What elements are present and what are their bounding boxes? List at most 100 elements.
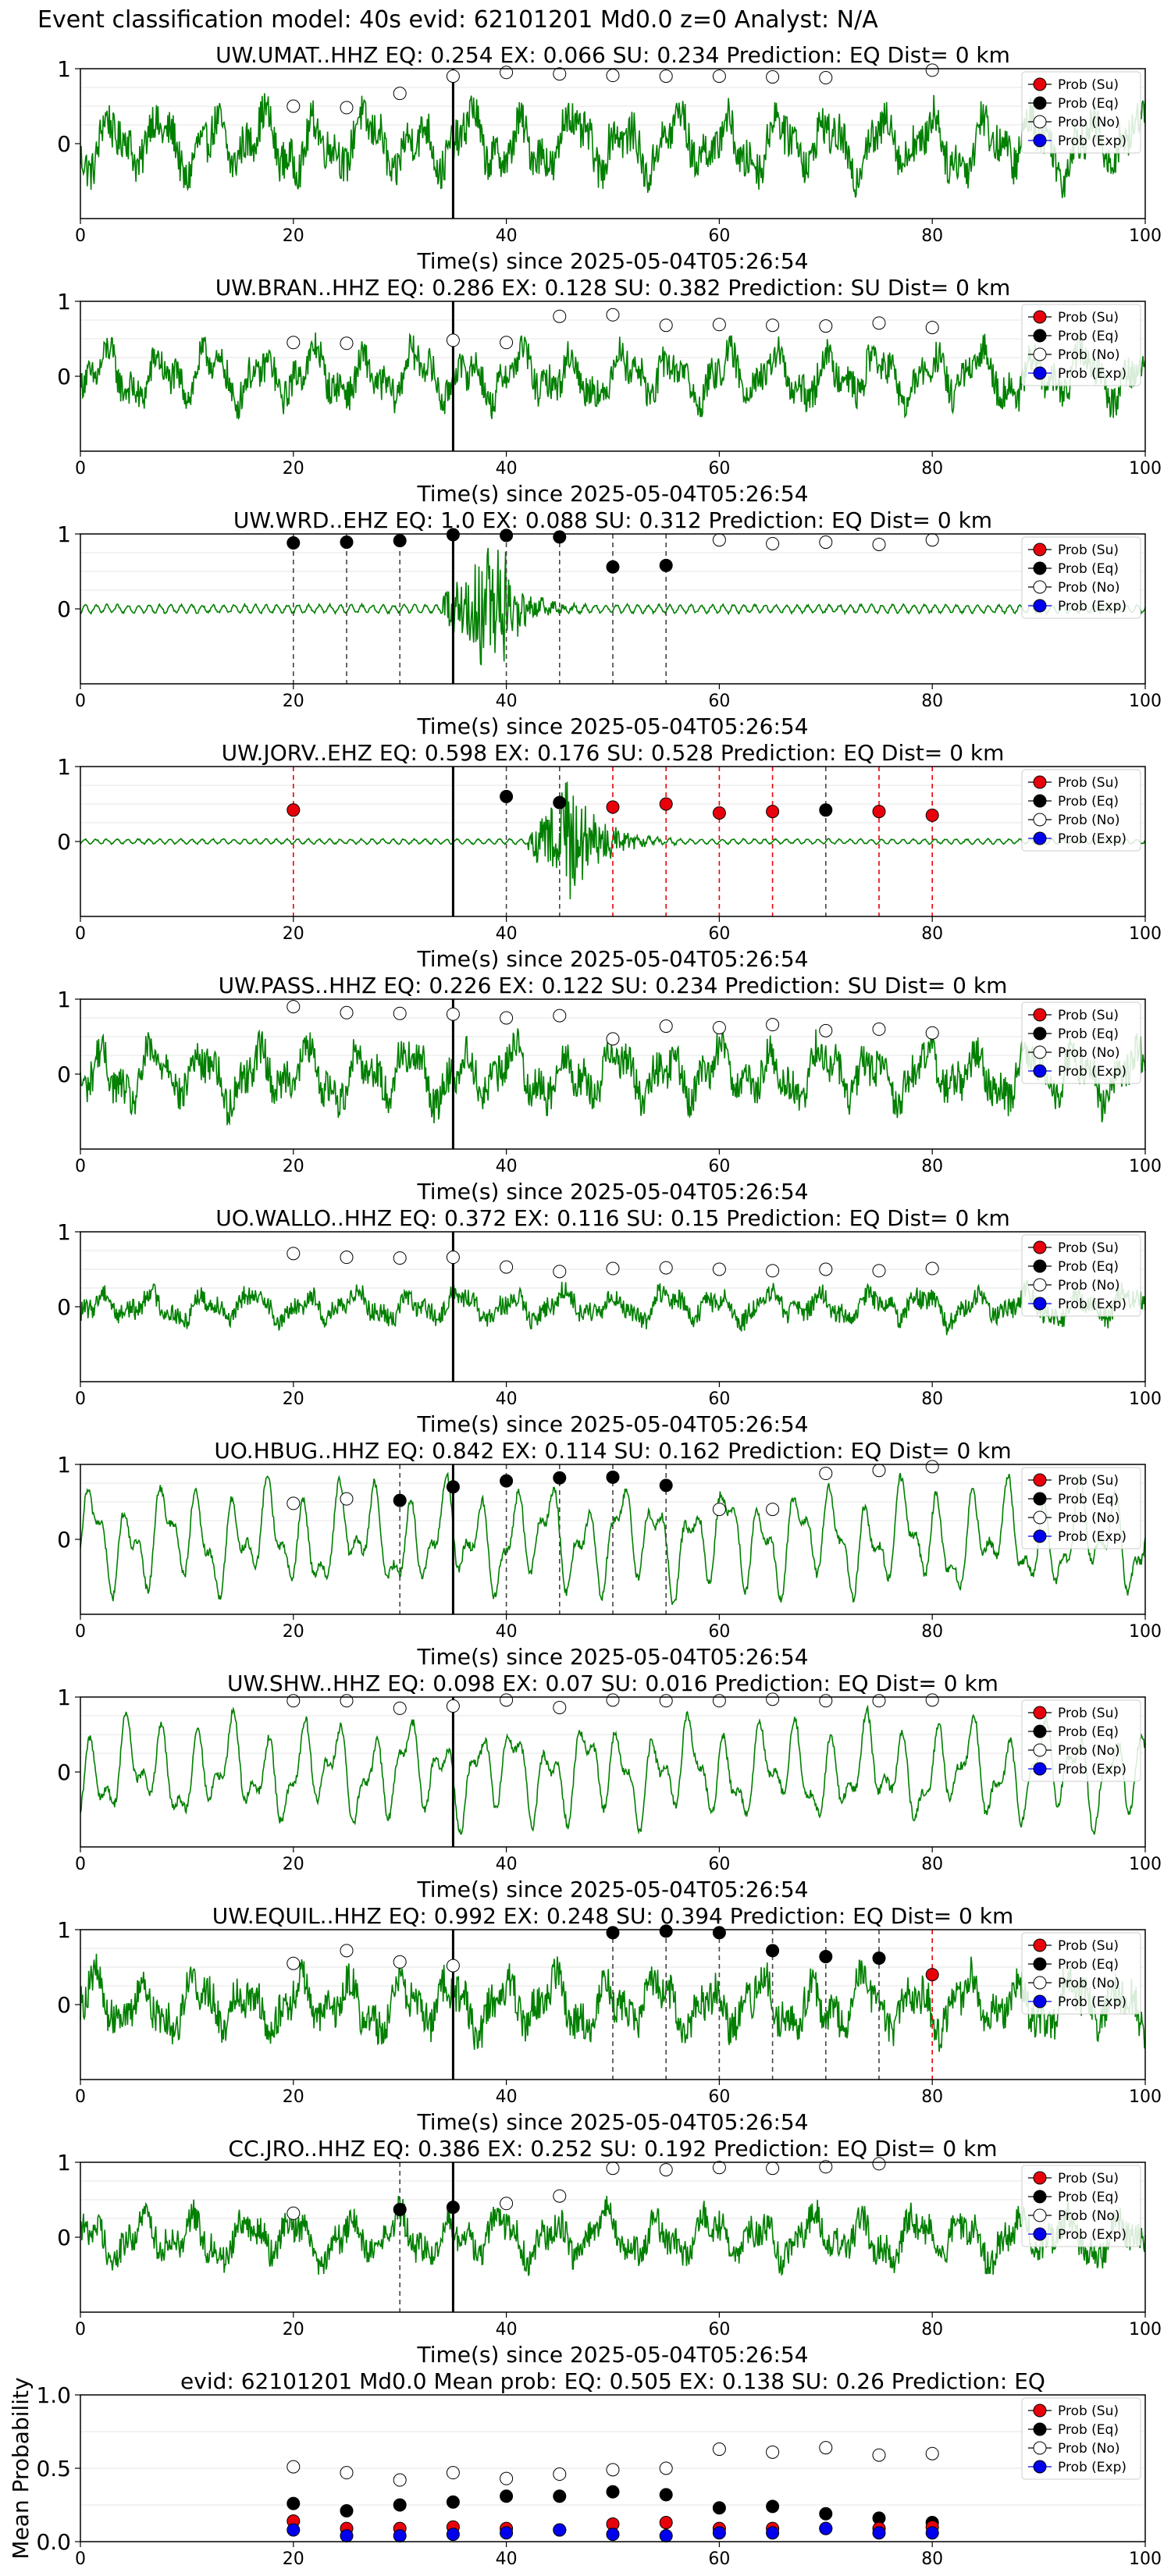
y-tick-label: 0.5 <box>36 2456 71 2482</box>
x-tick-label: 80 <box>921 1157 943 1176</box>
prob-marker-no <box>553 2189 567 2203</box>
prob-marker-eq <box>712 1926 726 1940</box>
x-tick-label: 100 <box>1129 1157 1162 1176</box>
prob-marker-no <box>500 1260 514 1274</box>
prob-marker-su <box>712 806 726 820</box>
prob-marker-no <box>500 2197 514 2211</box>
legend-marker-su <box>1033 1473 1047 1487</box>
legend-frame <box>1021 1002 1141 1084</box>
prob-marker-no <box>287 336 301 350</box>
waveform-trace <box>80 2195 1146 2276</box>
x-tick-label: 0 <box>75 692 86 711</box>
prob-marker-no <box>287 1496 301 1510</box>
x-tick-label: 60 <box>708 692 730 711</box>
x-tick-label: 40 <box>496 459 518 479</box>
legend-frame <box>1021 1467 1141 1550</box>
x-tick-label: 40 <box>496 1389 518 1409</box>
x-axis-label: Time(s) since 2025-05-04T05:26:54 <box>416 2342 808 2368</box>
legend-marker-eq <box>1033 1259 1047 1273</box>
legend-marker-no <box>1033 580 1047 594</box>
legend-label-su: Prob (Su) <box>1058 775 1119 791</box>
prob-marker-no <box>925 1026 939 1040</box>
legend-label-no: Prob (No) <box>1058 1045 1120 1061</box>
x-tick-label: 60 <box>708 924 730 944</box>
legend-label-eq: Prob (Eq) <box>1058 1492 1119 1507</box>
station-panel-9: CC.JRO..HHZ EQ: 0.386 EX: 0.252 SU: 0.19… <box>57 2136 1162 2368</box>
plot-area <box>80 1697 1145 1847</box>
waveform-trace <box>80 1025 1146 1126</box>
legend-10: Prob (Su) Prob (Eq) Prob (No) Prob (Exp) <box>1021 2397 1141 2480</box>
prob-marker-no <box>766 1018 780 1032</box>
legend-1: Prob (Su) Prob (Eq) Prob (No) Prob (Exp) <box>1021 304 1141 386</box>
mean-panel: evid: 62101201 Md0.0 Mean prob: EQ: 0.50… <box>8 2368 1162 2569</box>
prob-marker-no <box>340 101 354 115</box>
prob-marker-no <box>393 1006 407 1020</box>
legend-marker-eq <box>1033 1957 1047 1971</box>
legend-marker-exp <box>1033 1064 1047 1078</box>
legend-label-exp: Prob (Exp) <box>1058 366 1127 382</box>
station-panel-7: UW.SHW..HHZ EQ: 0.098 EX: 0.07 SU: 0.016… <box>57 1670 1162 1902</box>
x-tick-label: 60 <box>708 1855 730 1874</box>
prob-marker-su <box>925 1968 939 1982</box>
legend-label-no: Prob (No) <box>1058 115 1120 130</box>
panel-title: UW.PASS..HHZ EQ: 0.226 EX: 0.122 SU: 0.2… <box>219 973 1008 998</box>
y-tick-label: 1 <box>57 1917 71 1943</box>
legend-marker-su <box>1033 1008 1047 1022</box>
x-tick-label: 60 <box>708 1622 730 1642</box>
x-axis-label: Time(s) since 2025-05-04T05:26:54 <box>416 946 808 972</box>
x-tick-label: 100 <box>1129 924 1162 944</box>
legend-label-su: Prob (Su) <box>1058 543 1119 558</box>
x-tick-label: 20 <box>283 1157 304 1176</box>
mean-marker-no <box>553 2467 567 2482</box>
prob-marker-no <box>872 537 886 551</box>
legend-3: Prob (Su) Prob (Eq) Prob (No) Prob (Exp) <box>1021 769 1141 852</box>
prob-marker-no <box>766 1264 780 1278</box>
legend-frame <box>1021 2165 1141 2247</box>
x-tick-label: 100 <box>1129 459 1162 479</box>
station-panel-4: UW.PASS..HHZ EQ: 0.226 EX: 0.122 SU: 0.2… <box>57 973 1162 1204</box>
prob-marker-eq <box>766 1944 780 1958</box>
y-tick-label: 1 <box>57 754 71 780</box>
prob-marker-eq <box>446 2201 460 2215</box>
x-tick-label: 60 <box>708 2320 730 2339</box>
prob-marker-no <box>340 336 354 350</box>
legend-label-no: Prob (No) <box>1058 1278 1120 1293</box>
legend-marker-su <box>1033 1938 1047 1952</box>
legend-marker-eq <box>1033 2422 1047 2436</box>
prob-marker-no <box>659 318 673 333</box>
waveform-trace <box>80 547 1146 666</box>
mean-marker-eq <box>393 2498 407 2512</box>
legend-label-no: Prob (No) <box>1058 580 1120 596</box>
legend-frame <box>1021 2397 1141 2480</box>
prob-marker-no <box>606 1032 620 1046</box>
legend-marker-su <box>1033 310 1047 324</box>
prob-marker-eq <box>446 528 460 542</box>
mean-marker-eq <box>287 2496 301 2510</box>
legend-marker-eq <box>1033 2190 1047 2204</box>
x-tick-label: 20 <box>283 692 304 711</box>
x-tick-label: 80 <box>921 692 943 711</box>
x-tick-label: 0 <box>75 226 86 246</box>
legend-label-exp: Prob (Exp) <box>1058 1762 1127 1777</box>
mean-marker-no <box>819 2441 833 2455</box>
prob-marker-no <box>712 1503 726 1517</box>
prob-marker-no <box>393 87 407 101</box>
panel-title: UW.EQUIL..HHZ EQ: 0.992 EX: 0.248 SU: 0.… <box>212 1903 1014 1929</box>
prob-marker-no <box>819 1467 833 1481</box>
legend-marker-eq <box>1033 329 1047 343</box>
prob-marker-no <box>659 69 673 84</box>
mean-marker-eq <box>340 2504 354 2518</box>
prob-marker-eq <box>446 1480 460 1494</box>
prob-marker-no <box>553 309 567 323</box>
x-axis-label: Time(s) since 2025-05-04T05:26:54 <box>416 1179 808 1204</box>
prob-marker-no <box>819 1023 833 1037</box>
mean-marker-su <box>659 2516 673 2530</box>
prob-marker-no <box>393 1251 407 1265</box>
legend-label-eq: Prob (Eq) <box>1058 1957 1119 1973</box>
prob-marker-no <box>340 1005 354 1019</box>
y-tick-label: 1 <box>57 1219 71 1245</box>
waveform-trace <box>80 332 1146 421</box>
waveform-trace <box>80 1704 1146 1835</box>
mean-marker-no <box>766 2445 780 2459</box>
prob-marker-no <box>766 70 780 84</box>
